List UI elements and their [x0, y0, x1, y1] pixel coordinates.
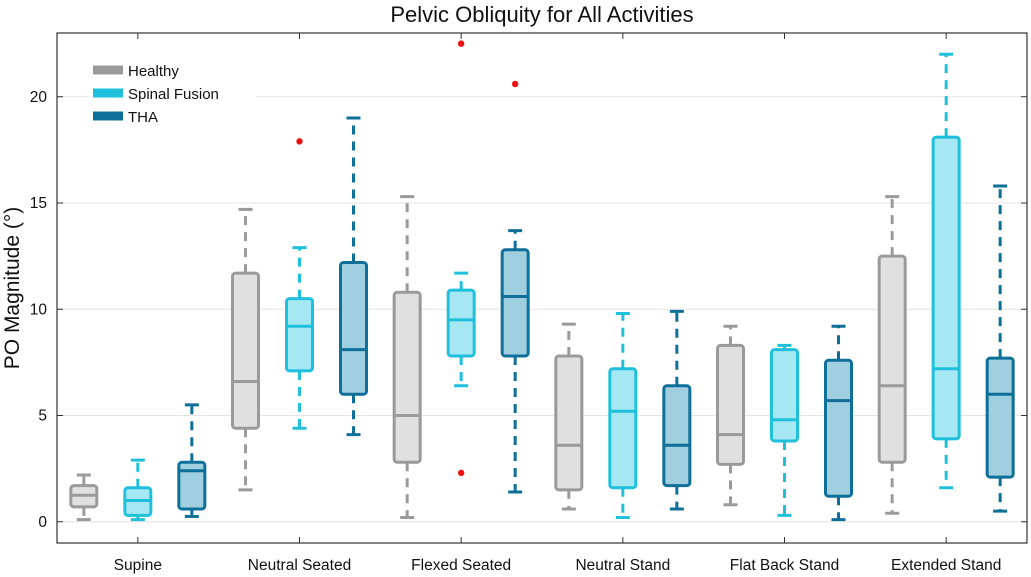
y-tick-label: 10: [30, 301, 48, 318]
box-iqr: [662, 384, 692, 488]
box-iqr: [285, 297, 314, 373]
box-iqr: [608, 367, 638, 490]
outlier-point: [457, 469, 465, 477]
box-healthy: [69, 473, 99, 522]
x-tick-label: Extended Stand: [891, 557, 1001, 574]
box-iqr: [716, 343, 745, 466]
x-tick-label: Supine: [114, 557, 162, 574]
box-healthy: [392, 195, 422, 519]
box-iqr: [446, 288, 476, 358]
legend: Healthy Spinal Fusion THA: [88, 57, 256, 133]
y-tick-label: 20: [30, 89, 48, 106]
y-tick-label: 0: [38, 514, 47, 531]
box-spinal-fusion: [123, 458, 153, 522]
box-healthy: [877, 195, 907, 515]
box-tha: [339, 116, 368, 437]
box-spinal-fusion: [446, 271, 476, 388]
box-iqr: [931, 135, 961, 441]
x-tick-label: Neutral Seated: [248, 557, 351, 574]
plot-area: [56, 32, 1028, 544]
legend-label: THA: [128, 109, 158, 126]
box-iqr: [877, 254, 907, 464]
outlier-point: [511, 80, 519, 88]
outlier-point: [296, 138, 303, 145]
box-iqr: [500, 248, 530, 358]
box-iqr: [985, 356, 1015, 479]
box-iqr: [339, 261, 368, 396]
box-tha: [985, 184, 1015, 513]
box-healthy: [554, 322, 584, 511]
box-tha: [824, 324, 853, 522]
box-spinal-fusion: [608, 312, 638, 519]
outlier-point: [457, 40, 465, 47]
box-healthy: [231, 207, 260, 492]
x-tick-label: Flat Back Stand: [730, 557, 839, 574]
chart-title: Pelvic Obliquity for All Activities: [390, 2, 693, 27]
y-tick-label: 15: [30, 195, 47, 212]
box-plots: [69, 52, 1015, 522]
legend-label: Healthy: [128, 63, 179, 80]
outlier-points: [296, 40, 519, 477]
box-iqr: [231, 271, 260, 430]
x-tick-label: Flexed Seated: [411, 557, 511, 574]
box-spinal-fusion: [285, 246, 314, 430]
axes: 0 5 10 15 20 Supine Neutral Seated Flexed Seate…: [30, 33, 1027, 574]
y-tick-label: 5: [38, 408, 47, 425]
box-tha: [662, 309, 692, 511]
box-tha: [500, 229, 530, 494]
box-spinal-fusion: [931, 52, 961, 490]
box-healthy: [716, 324, 745, 507]
box-iqr: [824, 358, 853, 498]
box-spinal-fusion: [770, 343, 799, 517]
x-tick-label: Neutral Stand: [575, 557, 670, 574]
box-tha: [177, 403, 207, 518]
box-iqr: [392, 290, 422, 464]
legend-label: Spinal Fusion: [128, 86, 219, 103]
y-axis-label: PO Magnitude (°): [1, 207, 24, 369]
box-iqr: [554, 354, 584, 492]
box-iqr: [177, 460, 207, 511]
box-iqr: [770, 348, 799, 443]
